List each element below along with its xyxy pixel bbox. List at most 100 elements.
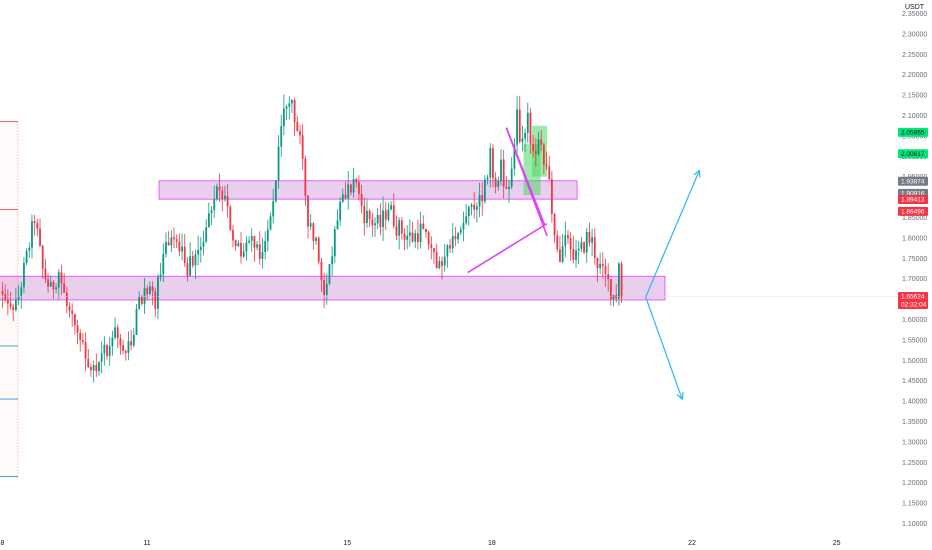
candle — [226, 184, 229, 218]
svg-text:1.89413: 1.89413 — [901, 196, 925, 203]
projection-arrow[interactable] — [645, 296, 684, 401]
candle — [264, 231, 267, 260]
candle — [36, 218, 39, 237]
candle — [583, 241, 585, 255]
candle — [25, 248, 28, 266]
candle — [387, 202, 390, 222]
candle — [417, 219, 419, 250]
candle — [122, 339, 124, 355]
candle — [87, 348, 90, 369]
pattern-trendline[interactable] — [505, 127, 546, 226]
candle — [202, 230, 205, 256]
candle — [293, 97, 296, 137]
candle — [425, 228, 427, 238]
candle — [17, 285, 20, 305]
candle — [213, 185, 216, 218]
candle — [111, 330, 114, 356]
projection-arrow[interactable] — [645, 169, 701, 298]
candle — [516, 95, 518, 158]
candle — [475, 202, 478, 223]
price-badge: 2.05865 — [898, 127, 928, 137]
candle — [325, 273, 328, 305]
price-tick-label: 2.25000 — [902, 52, 927, 59]
candle — [197, 235, 200, 266]
candle — [376, 207, 379, 229]
candle — [454, 226, 457, 247]
candle — [272, 189, 275, 224]
candle — [229, 204, 232, 232]
candle — [484, 175, 486, 204]
candle — [430, 236, 433, 260]
candle — [599, 252, 602, 274]
pattern-trendline[interactable] — [467, 222, 548, 274]
price-tick-label: 1.80000 — [902, 235, 927, 242]
price-axis[interactable]: USDT 2.35000 2.30000 2.25000 2.20000 2.15000… — [902, 4, 927, 528]
candle — [612, 294, 615, 307]
candle — [492, 144, 494, 188]
candle — [49, 275, 52, 287]
candle — [518, 95, 521, 144]
candle — [288, 96, 291, 120]
currency-unit-label: USDT — [905, 4, 925, 11]
price-tick-label: 2.20000 — [902, 72, 927, 79]
candle — [9, 292, 12, 310]
candle — [459, 226, 462, 236]
candle — [154, 287, 157, 318]
svg-text:1.86496: 1.86496 — [901, 208, 925, 215]
candle — [350, 183, 352, 196]
candle — [100, 341, 103, 374]
candle — [95, 353, 98, 377]
price-tick-label: 2.30000 — [902, 31, 927, 38]
candle — [186, 257, 189, 282]
candle — [390, 201, 392, 211]
candle — [159, 262, 162, 282]
candle — [398, 217, 401, 250]
candle — [65, 286, 68, 314]
candle — [269, 212, 272, 231]
candle — [382, 196, 384, 241]
candle — [481, 182, 484, 216]
candle — [392, 193, 395, 229]
price-tick-label: 2.05000 — [902, 133, 927, 140]
candle — [237, 240, 240, 247]
candle — [4, 284, 7, 302]
upper-resistance-zone[interactable] — [158, 180, 578, 200]
candle — [307, 195, 309, 239]
candle — [183, 234, 186, 267]
candle — [508, 179, 510, 204]
candle — [564, 221, 567, 258]
candle — [618, 261, 620, 306]
candle — [419, 211, 422, 249]
candle — [344, 181, 347, 200]
candle — [28, 242, 31, 258]
candle — [98, 361, 100, 376]
candle — [577, 240, 580, 265]
candle — [189, 242, 191, 277]
candle — [191, 250, 194, 268]
candle — [250, 228, 253, 252]
candle — [73, 313, 76, 335]
candle — [143, 278, 146, 314]
candle — [41, 244, 44, 279]
candle — [146, 285, 149, 301]
candle — [403, 227, 406, 251]
candle — [130, 329, 133, 351]
candle — [534, 138, 537, 167]
time-axis[interactable]: 8 11 15 18 22 25 — [1, 540, 841, 547]
candle — [108, 336, 111, 366]
candle — [132, 328, 135, 348]
candle — [173, 227, 175, 249]
lower-support-zone[interactable] — [0, 275, 666, 301]
candle — [207, 202, 210, 228]
price-tick-label: 1.45000 — [902, 378, 927, 385]
price-tick-label: 1.35000 — [902, 419, 927, 426]
price-tick-label: 1.30000 — [902, 439, 927, 446]
candle — [601, 252, 604, 279]
candle — [39, 218, 41, 248]
candle — [355, 177, 358, 188]
candle — [299, 124, 301, 145]
candle — [553, 212, 556, 243]
